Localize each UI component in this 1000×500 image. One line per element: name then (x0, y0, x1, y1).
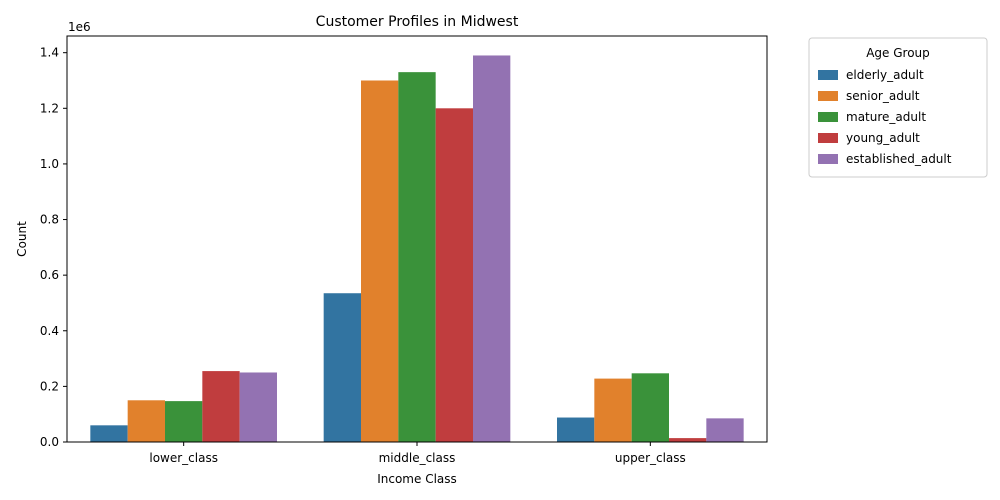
bar-established_adult-middle_class (473, 55, 511, 442)
legend-label-mature_adult: mature_adult (846, 110, 926, 124)
bar-young_adult-lower_class (202, 371, 240, 442)
bar-senior_adult-lower_class (127, 400, 165, 442)
y-tick-label: 0.2 (40, 379, 59, 393)
bar-young_adult-middle_class (435, 108, 473, 443)
legend: Age Group elderly_adult senior_adultmatur… (808, 37, 988, 178)
legend-label-senior_adult: senior_adult (846, 89, 920, 103)
bar-elderly_adult-middle_class (323, 293, 361, 442)
bar-established_adult-lower_class (239, 372, 277, 442)
bar-senior_adult-upper_class (594, 378, 632, 442)
bar-mature_adult-middle_class (398, 72, 436, 443)
bar-mature_adult-upper_class (631, 373, 669, 442)
x-tick-label: upper_class (615, 451, 686, 465)
bar-senior_adult-middle_class (361, 80, 399, 443)
plot-area (66, 35, 768, 443)
y-axis-label: Count (15, 221, 29, 257)
y-tick-label: 0.0 (40, 435, 59, 449)
legend-swatch-mature_adult (818, 112, 838, 122)
legend-frame (808, 37, 988, 178)
legend-label-established_adult: established_adult (846, 152, 952, 166)
y-axis: 0.0 0.2 0.4 0.6 0.8 1.0 1.2 1.4 (40, 46, 67, 449)
chart-title: Customer Profiles in Midwest (316, 14, 519, 30)
legend-swatch-established_adult (818, 154, 838, 164)
y-tick-label: 0.8 (40, 213, 59, 227)
y-axis-offset-text: 1e6 (68, 20, 91, 34)
y-tick-label: 1.0 (40, 157, 59, 171)
y-tick-label: 0.6 (40, 268, 59, 282)
legend-label-young_adult: young_adult (846, 131, 920, 145)
legend-title: Age Group (866, 46, 930, 60)
y-tick-label: 1.4 (40, 46, 59, 60)
bar-mature_adult-lower_class (165, 401, 203, 442)
legend-swatch-elderly_adult (818, 70, 838, 80)
y-tick-label: 0.4 (40, 324, 59, 338)
legend-swatch-young_adult (818, 133, 838, 143)
legend-label-elderly_adult: elderly_adult (846, 68, 924, 82)
legend-swatch-senior_adult (818, 91, 838, 101)
bar-elderly_adult-upper_class (557, 417, 595, 442)
y-tick-label: 1.2 (40, 101, 59, 115)
x-tick-label: lower_class (149, 451, 218, 465)
bar-elderly_adult-lower_class (90, 425, 128, 442)
legend-items: elderly_adult senior_adult mature_adultyou… (818, 68, 952, 166)
bar-young_adult-upper_class (669, 438, 707, 442)
x-axis: lower_class middle_class upper_class (149, 442, 686, 465)
x-tick-label: middle_class (379, 451, 456, 465)
x-axis-label: Income Class (377, 472, 457, 486)
bar-established_adult-upper_class (706, 418, 744, 442)
